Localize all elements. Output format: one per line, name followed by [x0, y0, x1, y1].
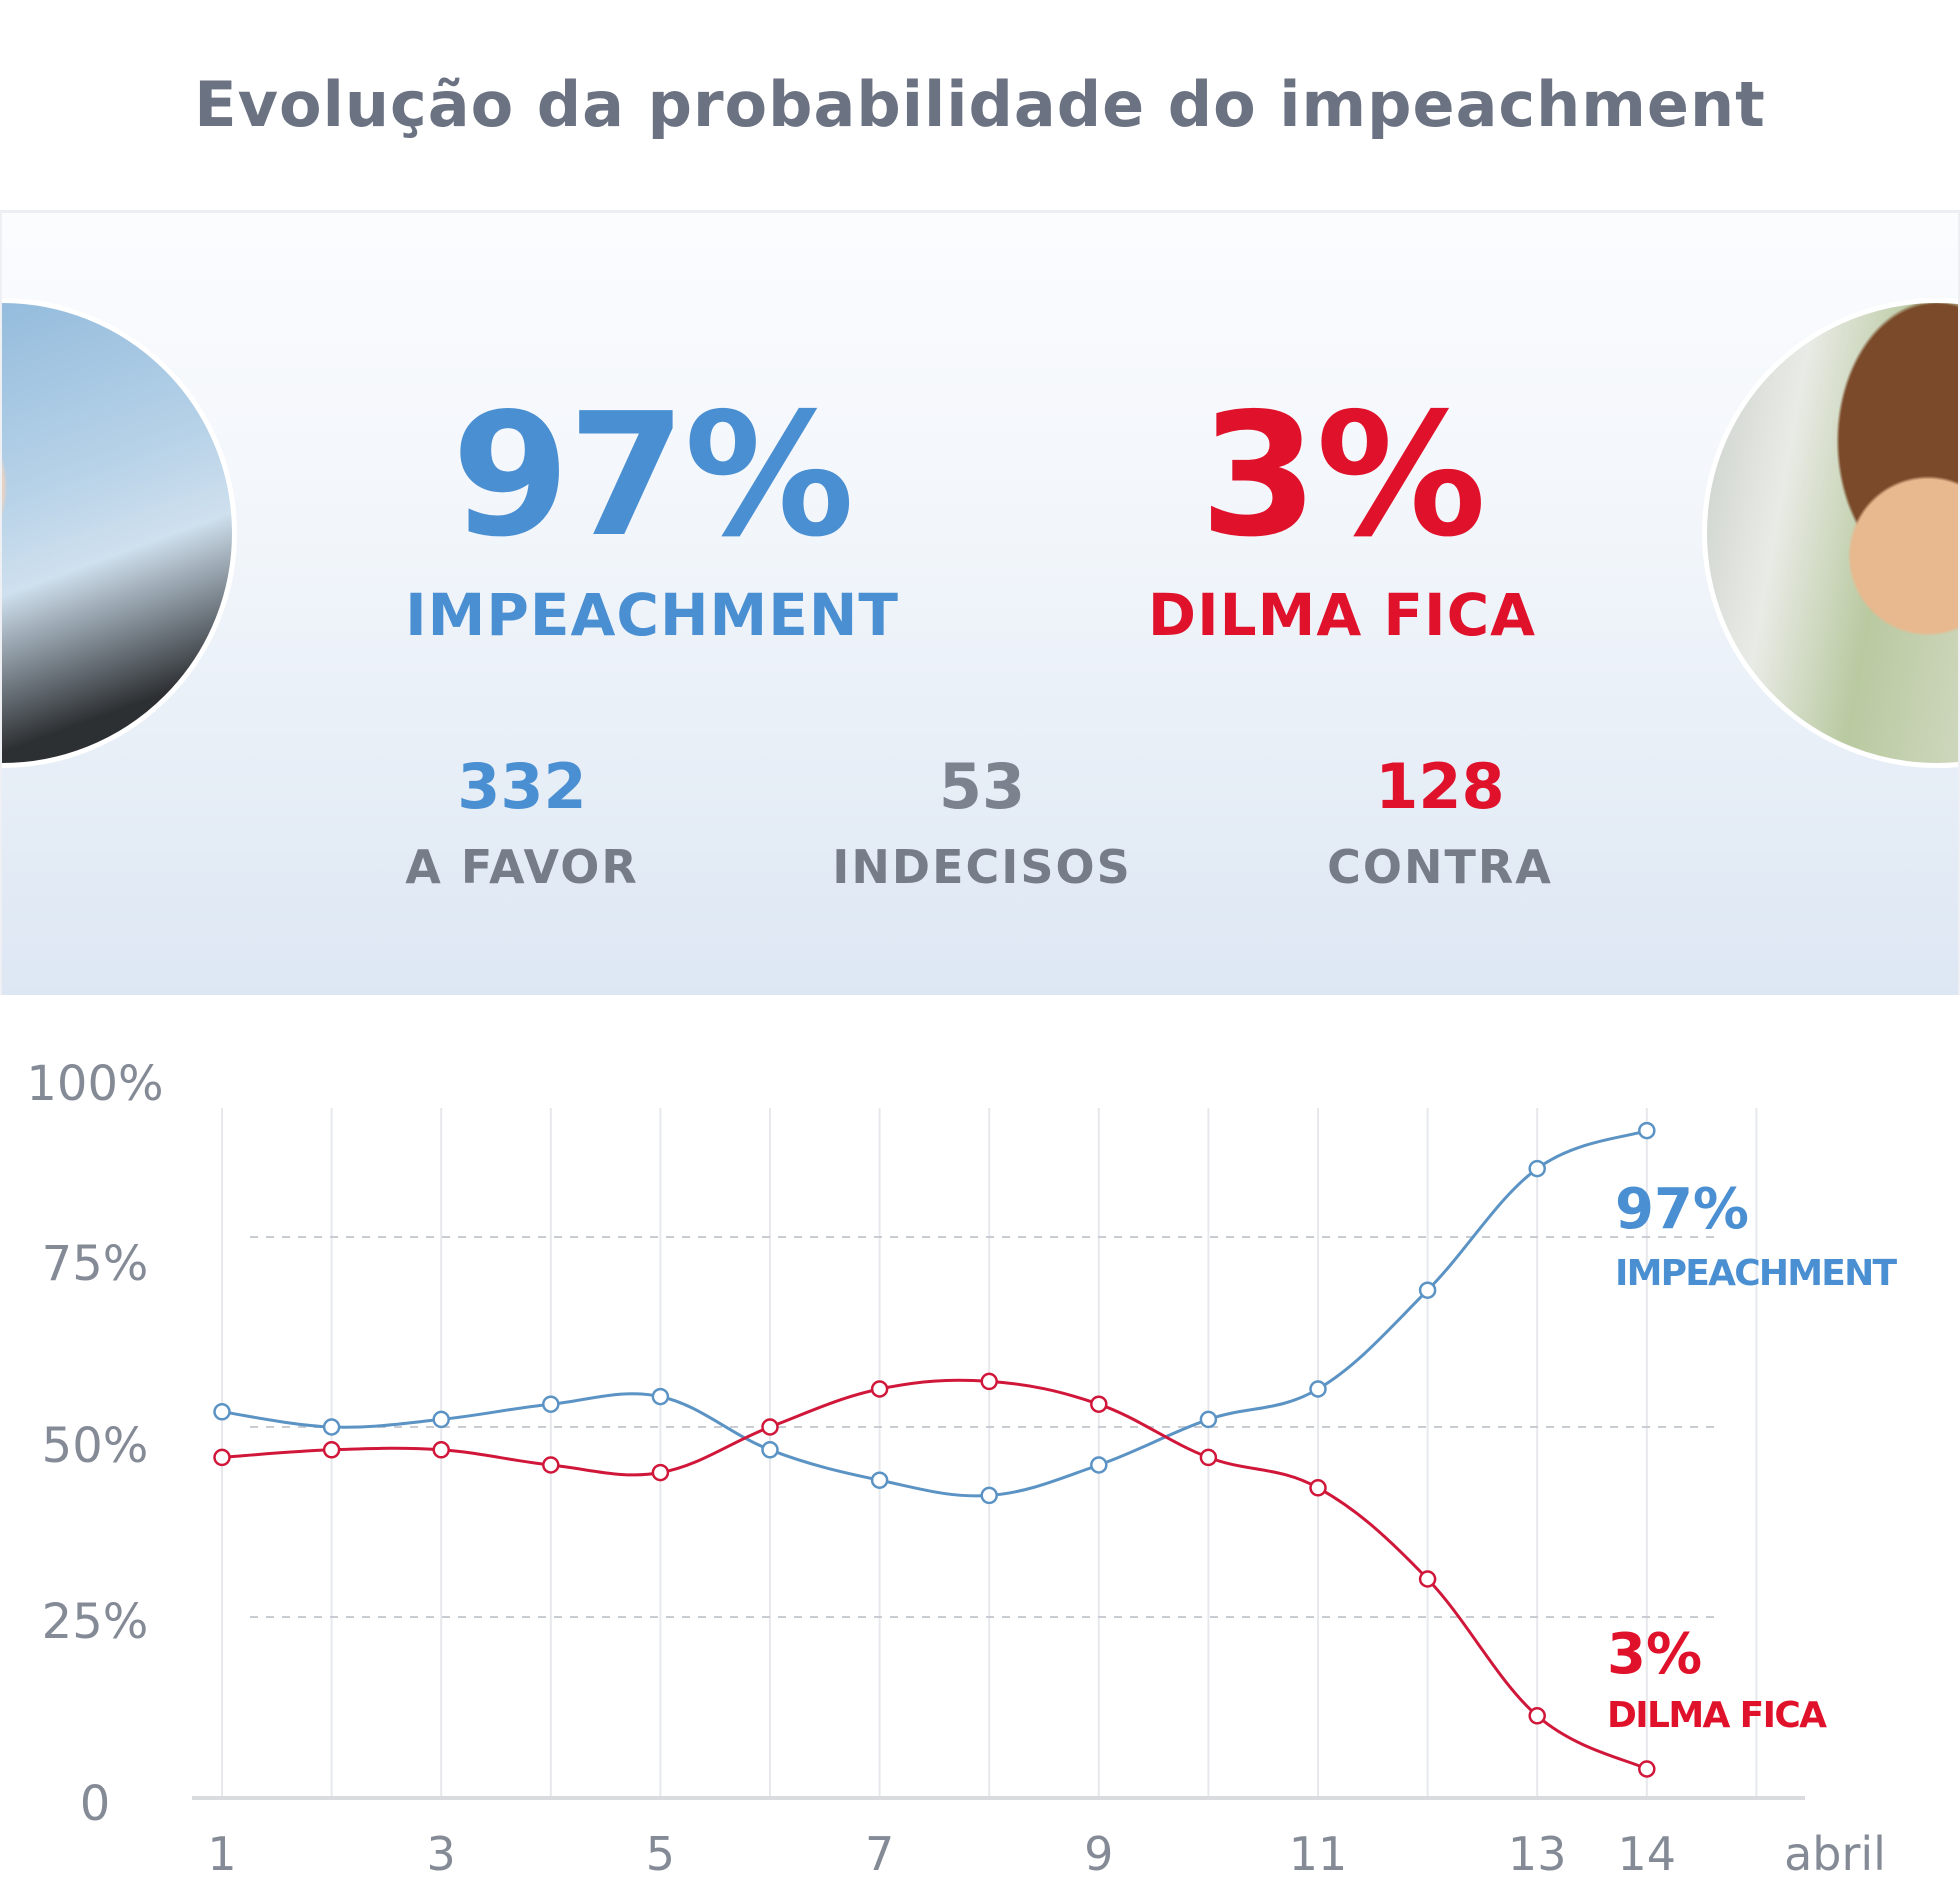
dilma-fica-end-label: DILMA FICA: [1607, 1695, 1827, 1736]
data-point-marker: [761, 1441, 779, 1459]
portrait-right-image: [1702, 298, 1958, 768]
count-indecisos-label: INDECISOS: [832, 840, 1132, 894]
data-point-marker: [980, 1486, 998, 1505]
x-tick-label: 5: [646, 1827, 675, 1881]
data-point-marker: [761, 1418, 779, 1436]
data-point-marker: [542, 1456, 560, 1474]
data-point-marker: [1418, 1281, 1437, 1299]
data-point-marker: [1418, 1570, 1437, 1588]
count-indecisos-value: 53: [938, 750, 1026, 823]
dilma-percent: 3%: [1199, 377, 1487, 575]
count-a-favor-value: 332: [457, 750, 587, 823]
data-point-marker: [651, 1387, 670, 1406]
dilma-fica-end-value: 3%: [1607, 1622, 1702, 1687]
data-point-marker: [870, 1471, 889, 1489]
data-point-marker: [1199, 1410, 1218, 1429]
data-point-marker: [1638, 1760, 1656, 1778]
data-point-marker: [1090, 1456, 1108, 1474]
x-tick-label: 7: [865, 1827, 894, 1881]
data-point-marker: [213, 1448, 231, 1467]
impeachment-percent: 97%: [451, 377, 855, 575]
x-tick-label: 1: [207, 1827, 236, 1881]
data-point-marker: [980, 1372, 998, 1391]
count-a-favor-label: A FAVOR: [405, 840, 639, 894]
x-tick-label: 3: [427, 1827, 456, 1881]
count-contra: 128 CONTRA: [1260, 750, 1620, 895]
portrait-left-image: [2, 298, 237, 768]
x-tick-label: 14: [1618, 1827, 1677, 1881]
data-point-marker: [432, 1441, 450, 1459]
y-tick-label: 50%: [42, 1418, 149, 1474]
y-tick-label: 100%: [26, 1056, 163, 1112]
data-point-marker: [651, 1463, 670, 1482]
count-contra-label: CONTRA: [1327, 840, 1553, 894]
data-point-marker: [542, 1395, 560, 1413]
data-point-marker: [1090, 1395, 1108, 1413]
data-point-marker: [870, 1380, 889, 1398]
hero-panel: 97% IMPEACHMENT 3% DILMA FICA 332 A FAVO…: [0, 210, 1960, 995]
count-indecisos: 53 INDECISOS: [802, 750, 1162, 895]
impeachment-stat: 97% IMPEACHMENT: [392, 391, 912, 649]
line-chart: 0 25% 50% 75% 100% 1 3 5 7 9 11 13 14 abril 97% IMPEACH…: [0, 995, 1960, 1887]
dilma-label: DILMA FICA: [1147, 581, 1537, 649]
data-point-marker: [213, 1403, 231, 1421]
y-tick-label: 75%: [42, 1236, 149, 1292]
data-point-marker: [322, 1441, 341, 1459]
y-tick-label: 25%: [42, 1594, 149, 1650]
impeachment-end-value: 97%: [1615, 1177, 1749, 1242]
chart-canvas: 025%50%75%100%1 3 5 7 9 11 13 14 abril97%IMPEACH…: [26, 1056, 1897, 1881]
data-point-marker: [1309, 1380, 1327, 1398]
count-a-favor: 332 A FAVOR: [342, 750, 702, 895]
data-point-marker: [1528, 1707, 1546, 1725]
page-title: Evolução da probabilidade do impeachment: [194, 68, 1766, 141]
impeachment-line: [221, 1129, 1648, 1498]
dilma-stat: 3% DILMA FICA: [1082, 391, 1602, 649]
data-point-marker: [1199, 1448, 1218, 1467]
data-point-marker: [1309, 1479, 1327, 1497]
impeachment-label: IMPEACHMENT: [405, 581, 899, 649]
data-point-marker: [432, 1410, 450, 1429]
data-point-marker: [1638, 1121, 1656, 1140]
count-contra-value: 128: [1375, 750, 1505, 823]
x-tick-label: 11: [1289, 1827, 1348, 1881]
x-axis-unit-label: abril: [1784, 1827, 1886, 1881]
data-point-marker: [322, 1418, 341, 1436]
y-tick-label: 0: [80, 1776, 111, 1832]
data-point-marker: [1528, 1159, 1546, 1178]
impeachment-end-label: IMPEACHMENT: [1615, 1253, 1897, 1294]
x-tick-label: 9: [1084, 1827, 1113, 1881]
x-tick-label: 13: [1508, 1827, 1567, 1881]
